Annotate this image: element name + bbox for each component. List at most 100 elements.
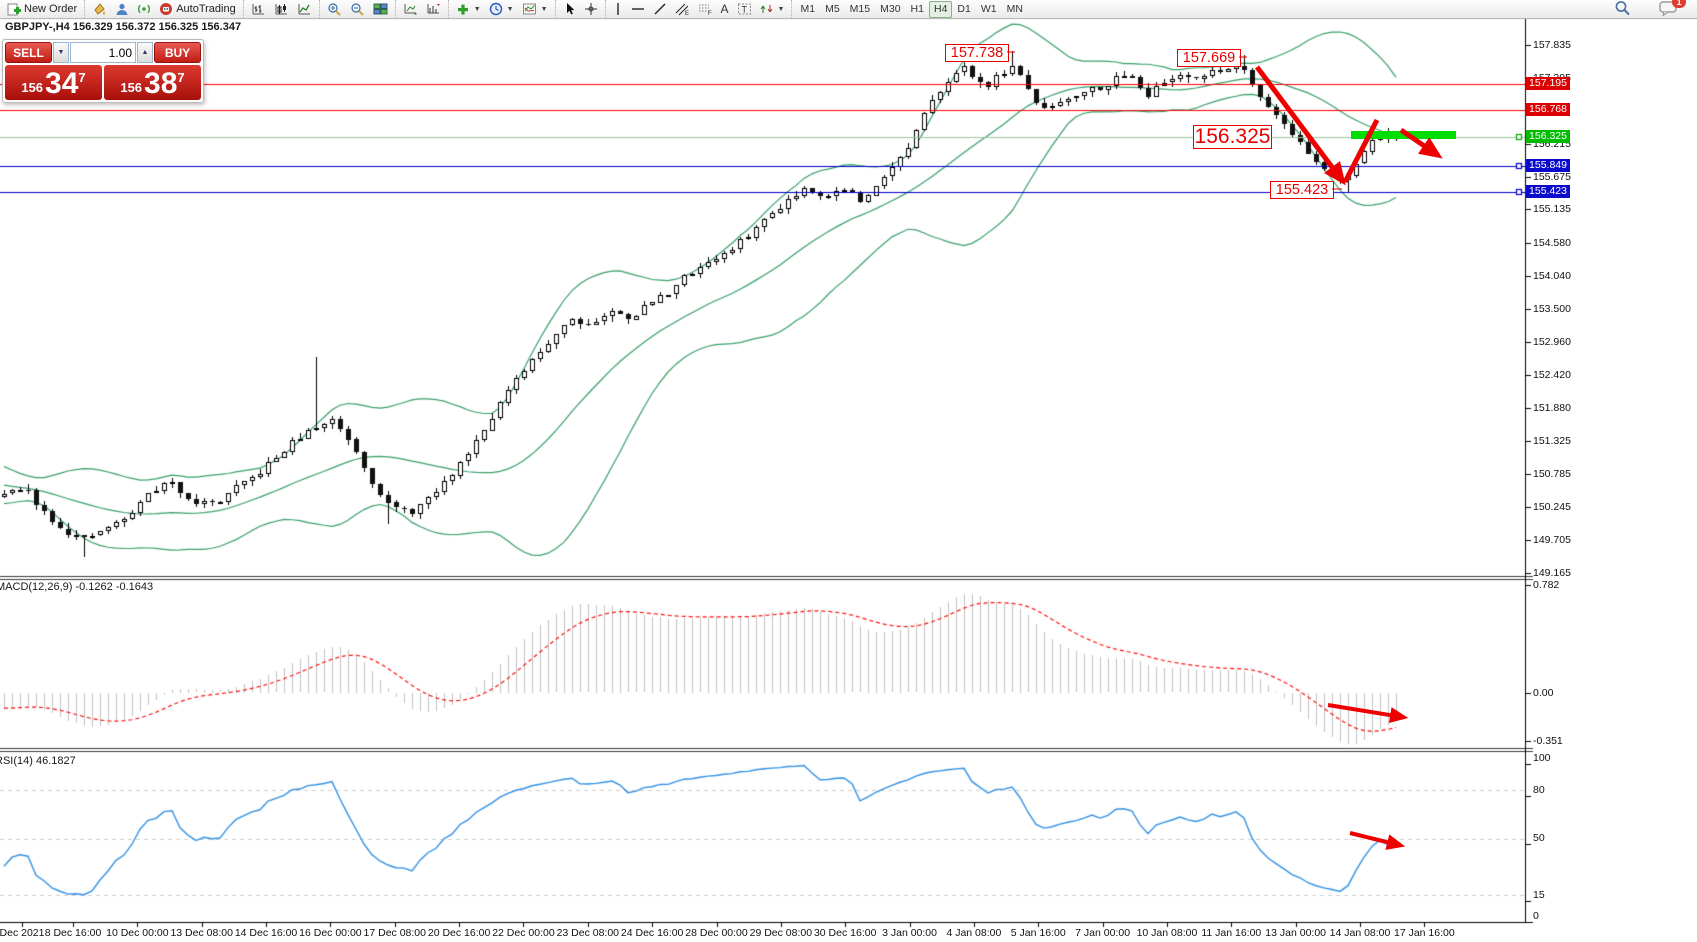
styler-button[interactable] xyxy=(88,0,111,18)
price-axis-tick: 153.500 xyxy=(1533,303,1571,315)
search-button[interactable] xyxy=(1614,0,1631,19)
chart-annotation[interactable]: 157.669 xyxy=(1177,49,1241,67)
price-axis-tick: 149.165 xyxy=(1533,567,1571,579)
time-axis-label: 16 Dec 00:00 xyxy=(299,927,362,939)
macd-indicator-label: MACD(12,26,9) -0.1262 -0.1643 xyxy=(0,581,154,593)
period-dropdown[interactable]: ▼ xyxy=(485,0,518,18)
toolbar-group-drawing: E F A T ▼ xyxy=(604,0,792,18)
tab-timeframe-d1[interactable]: D1 xyxy=(957,3,971,15)
add-indicator-dropdown[interactable]: ▼ xyxy=(452,0,485,18)
crosshair-tool-button[interactable] xyxy=(580,0,602,18)
price-axis-tick: 152.960 xyxy=(1533,335,1571,348)
toolbar-group-charttype xyxy=(242,0,319,18)
time-axis-label: Dec 2021 xyxy=(0,927,45,939)
caret-down-icon: ▼ xyxy=(777,5,785,13)
price-axis-tick: 154.580 xyxy=(1533,237,1571,250)
arrow-objects-icon xyxy=(760,5,772,13)
tab-timeframe-m5[interactable]: M5 xyxy=(825,3,840,15)
tab-timeframe-m30[interactable]: M30 xyxy=(880,3,901,15)
svg-text:T: T xyxy=(741,5,747,15)
trendline-tool-button[interactable] xyxy=(649,0,671,18)
sell-price-display[interactable]: 156 34 7 xyxy=(5,65,102,100)
signal-button[interactable] xyxy=(133,0,155,18)
autotrading-icon xyxy=(160,3,173,15)
depth-window-button[interactable] xyxy=(422,0,445,18)
caret-down-icon: ▼ xyxy=(506,5,514,13)
tab-timeframe-h4[interactable]: H4 xyxy=(928,0,953,18)
rsi-axis-tick: 80 xyxy=(1533,784,1545,796)
time-axis-label: 17 Dec 08:00 xyxy=(363,927,426,939)
chart-annotation[interactable]: 156.325 xyxy=(1193,125,1272,149)
buy-price-prefix: 156 xyxy=(120,80,143,95)
tab-timeframe-w1[interactable]: W1 xyxy=(980,3,997,15)
chart-annotation[interactable]: 157.738 xyxy=(945,44,1009,62)
toolbar-group-order: New Order xyxy=(0,0,84,18)
price-axis-tick: 151.325 xyxy=(1533,435,1571,448)
macd-axis-tick: 0.782 xyxy=(1533,579,1560,591)
fibonacci-tool-button[interactable]: F xyxy=(694,0,717,18)
time-axis-label: 8 Dec 16:00 xyxy=(44,927,102,939)
vline-tool-button[interactable] xyxy=(609,0,627,18)
autotrading-button[interactable]: AutoTrading xyxy=(155,0,240,18)
rsi-axis-tick: 0 xyxy=(1533,910,1539,922)
svg-text:F: F xyxy=(708,11,712,16)
buy-price-display[interactable]: 156 38 7 xyxy=(104,65,201,100)
rsi-axis-tick: 15 xyxy=(1533,889,1545,901)
timeframe-toolbar: M1 M5 M15 M30 H1 H4 D1 W1 MN xyxy=(791,0,1030,18)
line-chart-button[interactable] xyxy=(293,0,316,18)
tab-timeframe-mn[interactable]: MN xyxy=(1006,3,1023,15)
arrows-tool-dropdown[interactable]: ▼ xyxy=(756,0,789,18)
tab-timeframe-m1[interactable]: M1 xyxy=(800,3,816,15)
buy-button[interactable]: BUY xyxy=(154,42,201,63)
indicator-window-button[interactable] xyxy=(399,0,422,18)
text-tool-button[interactable]: A xyxy=(717,0,733,18)
macd-axis-tick: 0.00 xyxy=(1533,687,1554,699)
crosshair-icon xyxy=(584,3,597,15)
cursor-tool-button[interactable] xyxy=(559,0,580,18)
price-axis-tick: 150.785 xyxy=(1533,468,1571,481)
time-axis-label: 13 Dec 08:00 xyxy=(170,927,233,939)
toolbar-group-dropdowns: ▼ ▼ ▼ xyxy=(447,0,555,18)
label-tool-button[interactable]: T xyxy=(733,0,756,18)
tab-timeframe-h1[interactable]: H1 xyxy=(910,3,924,15)
notification-badge: 1 xyxy=(1672,0,1686,8)
price-level-label: 156.768 xyxy=(1526,102,1570,116)
sell-button[interactable]: SELL xyxy=(5,42,52,63)
channel-tool-button[interactable]: E xyxy=(671,0,694,18)
depth-window-icon xyxy=(427,4,440,14)
highlight-zone-bar[interactable] xyxy=(1351,131,1456,139)
zoom-in-button[interactable] xyxy=(323,0,346,18)
toolbar-group-zoom xyxy=(318,0,395,18)
time-axis-label: 13 Jan 00:00 xyxy=(1265,927,1326,939)
tab-timeframe-m15[interactable]: M15 xyxy=(849,3,871,15)
text-label-icon: T xyxy=(737,3,751,15)
time-axis-label: 17 Jan 16:00 xyxy=(1393,927,1455,939)
chart-annotation[interactable]: 155.423 xyxy=(1270,181,1334,199)
tile-windows-button[interactable] xyxy=(369,0,392,18)
equidistant-channel-icon: E xyxy=(675,3,689,16)
volume-decrease-button[interactable]: ▼ xyxy=(53,42,69,63)
new-order-button[interactable]: New Order xyxy=(3,0,81,18)
toolbar-group-services: AutoTrading xyxy=(84,0,243,18)
price-axis-tick: 149.705 xyxy=(1533,534,1571,547)
zoom-out-button[interactable] xyxy=(346,0,369,18)
clock-icon xyxy=(489,2,502,16)
rsi-axis-tick: 100 xyxy=(1533,752,1551,764)
candlestick-chart-button[interactable] xyxy=(270,0,293,18)
svg-text:E: E xyxy=(685,11,689,16)
hline-tool-button[interactable] xyxy=(627,0,649,18)
notifications-button[interactable]: 1 xyxy=(1659,0,1686,19)
person-icon xyxy=(116,3,128,15)
volume-input[interactable] xyxy=(70,42,136,63)
time-axis-label: 3 Jan 00:00 xyxy=(882,927,937,939)
buy-price-big: 38 xyxy=(144,67,178,100)
volume-increase-button[interactable]: ▲ xyxy=(137,42,153,63)
time-axis-label: 5 Jan 16:00 xyxy=(1010,927,1066,939)
time-axis-label: 10 Dec 00:00 xyxy=(106,927,169,939)
template-dropdown[interactable]: ▼ xyxy=(518,0,552,18)
time-axis-label: 24 Dec 16:00 xyxy=(620,927,684,939)
profile-button[interactable] xyxy=(111,0,133,18)
bar-chart-button[interactable] xyxy=(247,0,270,18)
